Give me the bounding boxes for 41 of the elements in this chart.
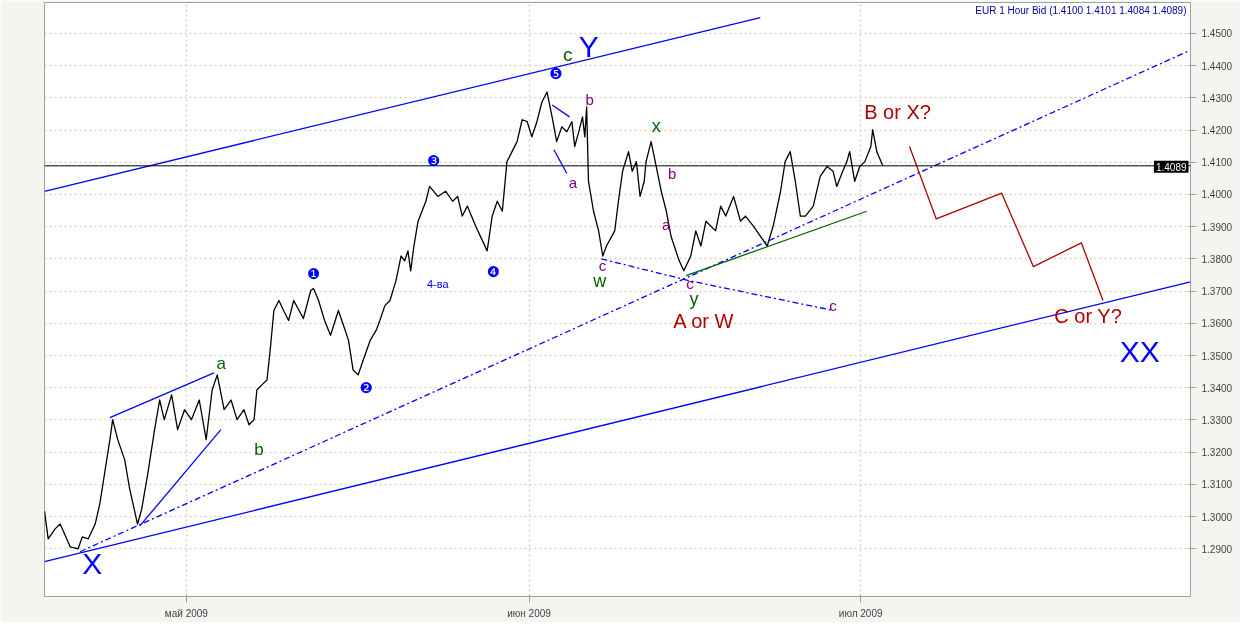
y-tick-label: 1.2900 — [1201, 543, 1233, 555]
y-tick-label: 1.3900 — [1201, 221, 1233, 233]
annotation: c — [563, 43, 573, 65]
annotation: A or W — [673, 310, 734, 333]
annotation: B or X? — [864, 100, 931, 123]
annotation: b — [667, 164, 677, 182]
annotation: b — [254, 439, 264, 459]
annotation: b — [585, 91, 594, 109]
y-tick-label: 1.4100 — [1201, 157, 1233, 169]
annotation: a — [568, 173, 578, 191]
annotation: a — [216, 353, 227, 373]
annotation: X — [82, 547, 103, 581]
y-tick-label: 1.4000 — [1201, 189, 1233, 201]
y-tick-label: 1.3600 — [1201, 318, 1233, 330]
x-tick-label: май 2009 — [164, 607, 209, 619]
x-tick-label: июн 2009 — [507, 607, 552, 619]
annotation: 4-ва — [426, 277, 450, 290]
chart-title: EUR 1 Hour Bid (1.4100 1.4101 1.4084 1.4089) — [975, 4, 1187, 16]
y-tick-label: 1.3700 — [1201, 286, 1233, 298]
y-tick-label: 1.3200 — [1201, 447, 1233, 459]
x-tick-label: июл 2009 — [838, 607, 883, 619]
y-tick-label: 1.4300 — [1201, 92, 1233, 104]
annotation: ❶ — [306, 264, 321, 283]
y-tick-label: 1.3000 — [1201, 511, 1233, 523]
annotation: ❺ — [549, 65, 563, 84]
annotation: XX — [1119, 334, 1160, 368]
y-tick-label: 1.3400 — [1201, 382, 1233, 394]
y-tick-label: 1.4500 — [1201, 28, 1233, 40]
y-tick-label: 1.3500 — [1201, 350, 1233, 362]
y-tick-label: 1.3300 — [1201, 414, 1233, 426]
annotation: x — [651, 115, 661, 136]
y-tick-label: 1.3800 — [1201, 253, 1233, 265]
line-series — [908, 145, 1104, 302]
y-tick-label: 1.3100 — [1201, 479, 1233, 491]
annotation: Y — [578, 29, 599, 63]
y-tick-label: 1.4200 — [1201, 125, 1233, 137]
annotation: ❹ — [486, 262, 501, 281]
y-tick-label: 1.4400 — [1201, 60, 1233, 72]
annotation: c — [829, 296, 838, 314]
ref-line-label: 1.4089 — [1155, 161, 1187, 173]
annotation: ❷ — [359, 378, 373, 397]
